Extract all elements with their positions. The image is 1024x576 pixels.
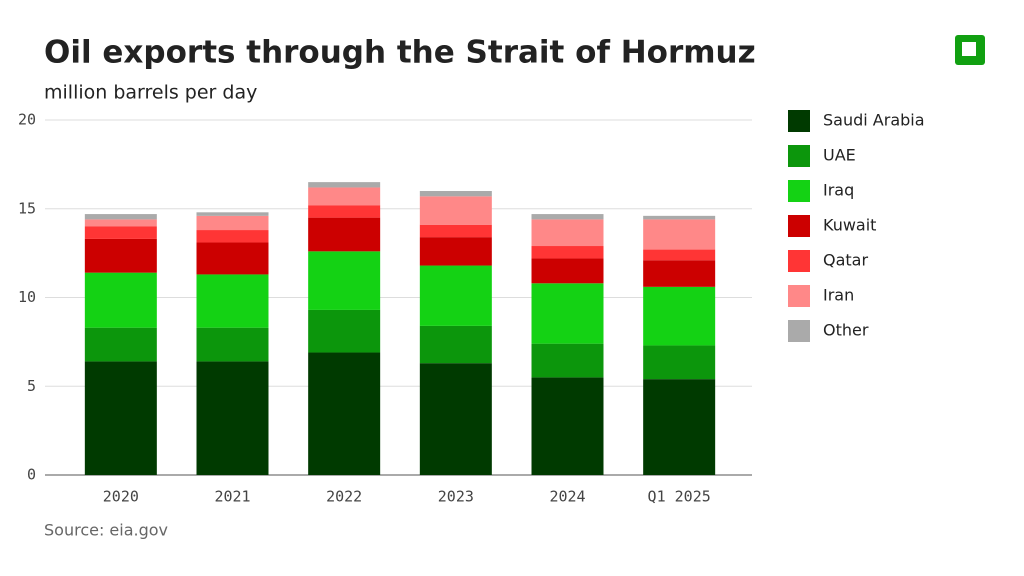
bar-segment bbox=[419, 325, 492, 364]
legend-swatch bbox=[788, 250, 810, 272]
bar-segment bbox=[419, 237, 492, 266]
bar-segment bbox=[531, 258, 604, 284]
bar-segment bbox=[84, 327, 157, 362]
bar-segment bbox=[84, 238, 157, 273]
logo bbox=[955, 35, 985, 65]
bar-segment bbox=[643, 379, 716, 475]
bar-segment bbox=[196, 274, 269, 328]
bar-segment bbox=[84, 214, 157, 220]
bar-segment bbox=[196, 361, 269, 475]
bar-segment bbox=[419, 196, 492, 225]
legend-swatch bbox=[788, 110, 810, 132]
bar-segment bbox=[308, 182, 381, 188]
bar-segment bbox=[196, 242, 269, 275]
legend-swatch bbox=[788, 145, 810, 167]
bar-segment bbox=[84, 219, 157, 227]
bar-segment bbox=[419, 224, 492, 238]
bar-segment bbox=[643, 219, 716, 250]
legend-label: Kuwait bbox=[823, 216, 876, 235]
legend-label: Saudi Arabia bbox=[823, 111, 925, 130]
bar-segment bbox=[643, 345, 716, 380]
x-tick-label: Q1 2025 bbox=[648, 488, 711, 506]
bar-segment bbox=[308, 309, 381, 353]
chart-title: Oil exports through the Strait of Hormuz bbox=[44, 35, 756, 71]
bar-segment bbox=[196, 230, 269, 243]
legend-label: Other bbox=[823, 321, 869, 340]
bar-segment bbox=[84, 226, 157, 239]
bar-segment bbox=[643, 215, 716, 220]
y-tick-label: 10 bbox=[18, 288, 36, 306]
chart-subtitle: million barrels per day bbox=[44, 82, 257, 104]
legend-swatch bbox=[788, 215, 810, 237]
legend-label: UAE bbox=[823, 146, 856, 165]
bar-segment bbox=[531, 219, 604, 247]
x-tick-label: 2024 bbox=[549, 488, 585, 506]
legend-swatch bbox=[788, 320, 810, 342]
legend-label: Qatar bbox=[823, 251, 868, 270]
legend-label: Iran bbox=[823, 286, 854, 305]
bar-segment bbox=[531, 214, 604, 220]
bar-segment bbox=[643, 260, 716, 287]
bar-segment bbox=[308, 187, 381, 206]
bar-segment bbox=[196, 215, 269, 231]
bar-segment bbox=[84, 272, 157, 328]
bar-segment bbox=[531, 377, 604, 475]
bar-segment bbox=[531, 246, 604, 259]
y-tick-label: 5 bbox=[27, 377, 36, 395]
y-tick-label: 0 bbox=[27, 466, 36, 484]
y-tick-label: 20 bbox=[18, 111, 36, 129]
bar-segment bbox=[643, 249, 716, 261]
bar-segment bbox=[84, 361, 157, 475]
legend-label: Iraq bbox=[823, 181, 854, 200]
source: Source: eia.gov bbox=[44, 521, 168, 540]
legend-swatch bbox=[788, 285, 810, 307]
x-tick-label: 2021 bbox=[214, 488, 250, 506]
bar-segment bbox=[196, 212, 269, 216]
x-tick-label: 2023 bbox=[438, 488, 474, 506]
legend-swatch bbox=[788, 180, 810, 202]
bar-segment bbox=[531, 343, 604, 378]
bar-segment bbox=[643, 286, 716, 346]
bar-segment bbox=[308, 217, 381, 252]
x-tick-label: 2020 bbox=[103, 488, 139, 506]
bar-segment bbox=[531, 283, 604, 344]
bar-segment bbox=[308, 205, 381, 218]
bar-segment bbox=[308, 251, 381, 310]
bar-segment bbox=[419, 363, 492, 475]
bar-segment bbox=[196, 327, 269, 362]
bar-segment bbox=[419, 191, 492, 197]
y-tick-label: 15 bbox=[18, 199, 36, 217]
bar-segment bbox=[308, 352, 381, 475]
bar-segment bbox=[419, 265, 492, 326]
x-tick-label: 2022 bbox=[326, 488, 362, 506]
